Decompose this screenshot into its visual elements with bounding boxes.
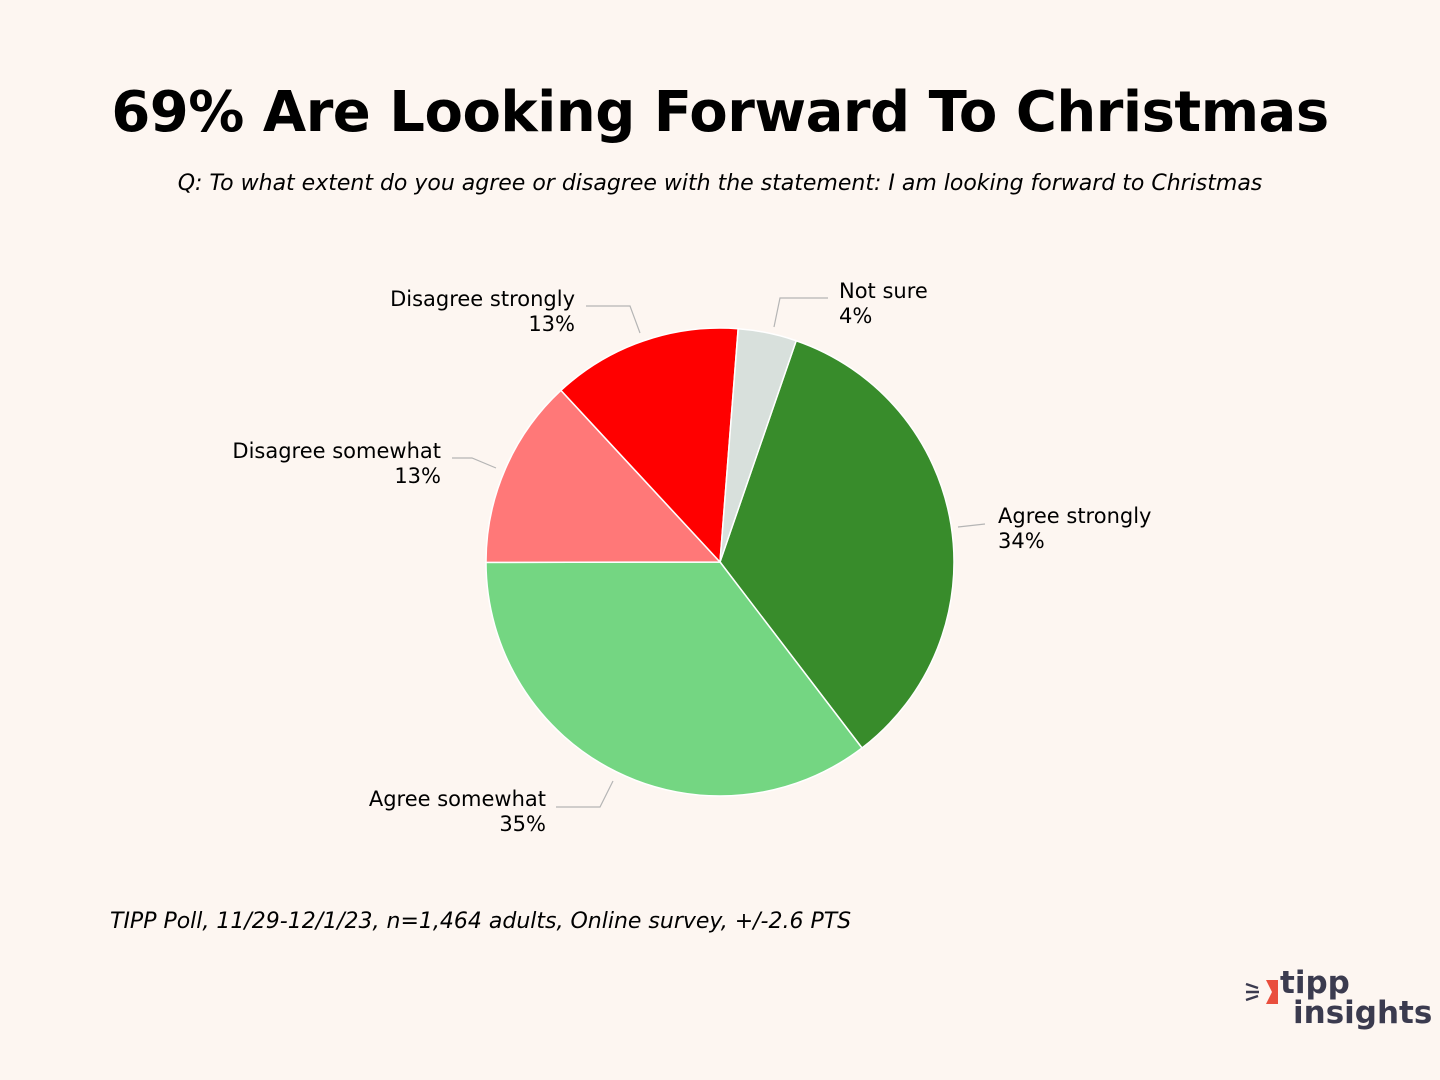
leader-line (957, 523, 986, 528)
slice-value-agree-strongly: 34% (998, 529, 1045, 553)
slice-label-agree-somewhat: Agree somewhat (369, 787, 546, 811)
pie-slice-not-sure (719, 327, 798, 563)
tipp-insights-logo: tipp insights (1244, 968, 1432, 1034)
slice-value-not-sure: 4% (839, 304, 872, 328)
slice-value-disagree-somewhat: 13% (394, 464, 441, 488)
logo-burst-icon (1245, 980, 1278, 1004)
pie-slice-disagree-strongly (559, 327, 739, 564)
leader-line (452, 457, 497, 469)
pie-slice-agree-somewhat (485, 561, 864, 797)
slice-value-disagree-strongly: 13% (528, 312, 575, 336)
leader-line (773, 297, 828, 328)
leader-line (556, 780, 614, 808)
slice-label-disagree-strongly: Disagree strongly (390, 287, 575, 311)
chart-title: 69% Are Looking Forward To Christmas (111, 80, 1329, 145)
source-note: TIPP Poll, 11/29-12/1/23, n=1,464 adults… (110, 909, 852, 934)
pie-slice-agree-strongly (719, 339, 955, 750)
slice-label-not-sure: Not sure (839, 279, 928, 303)
slice-label-disagree-somewhat: Disagree somewhat (232, 439, 441, 463)
pie-slice-disagree-somewhat (485, 389, 722, 564)
slice-label-agree-strongly: Agree strongly (998, 504, 1151, 528)
logo-line-2: insights (1293, 995, 1433, 1031)
chart-subtitle: Q: To what extent do you agree or disagr… (177, 171, 1263, 196)
logo-line-1: tipp (1280, 965, 1350, 1001)
leader-line (586, 305, 641, 334)
slice-value-agree-somewhat: 35% (499, 812, 546, 836)
